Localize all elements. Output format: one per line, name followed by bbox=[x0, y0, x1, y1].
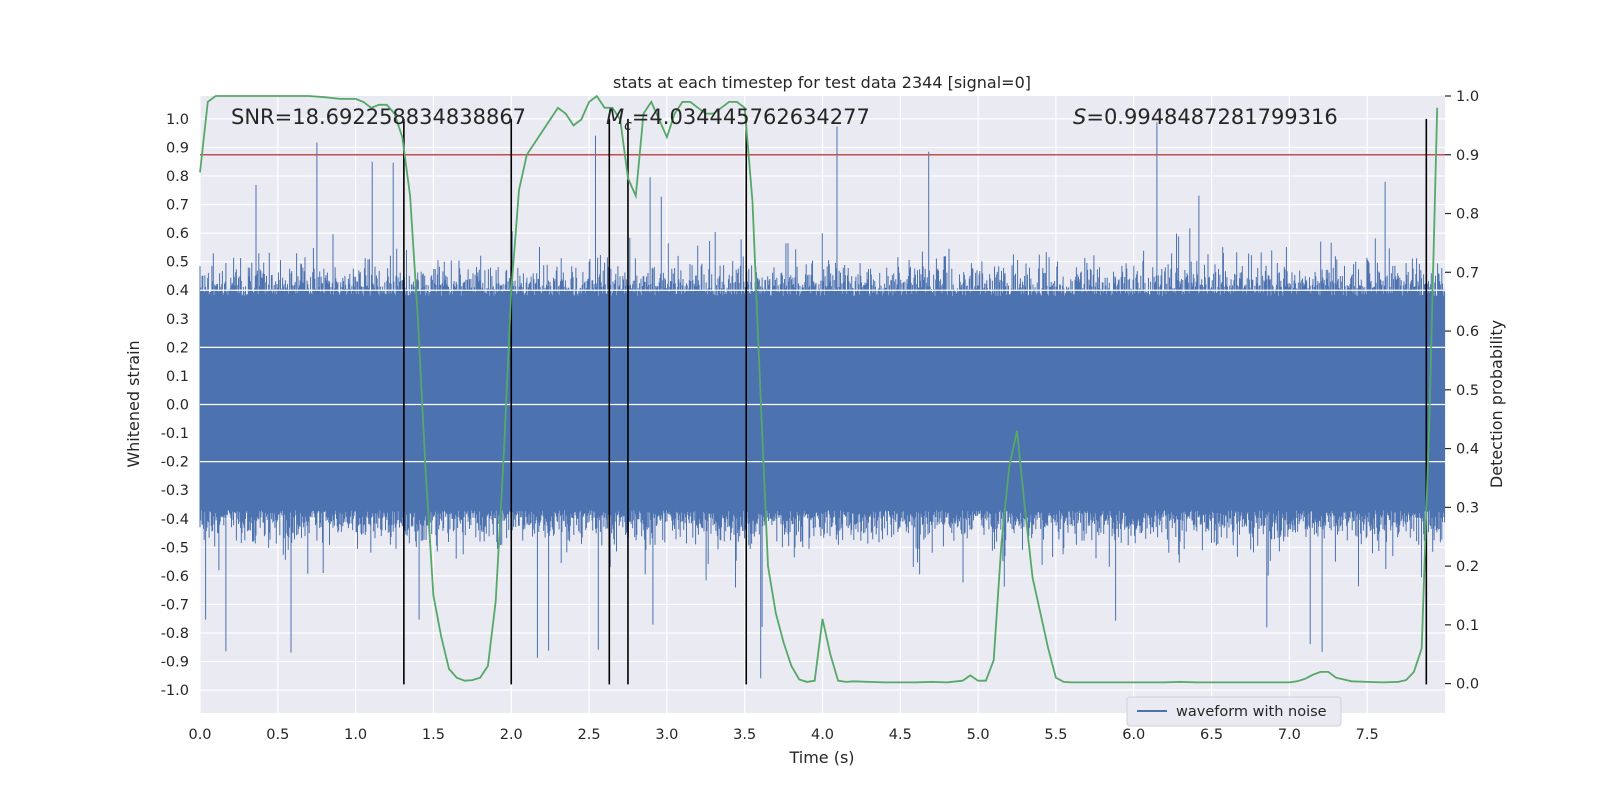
x-tick-label: 3.5 bbox=[733, 727, 756, 743]
y-tick-label: 1.0 bbox=[166, 112, 189, 128]
snr-annotation: SNR=18.692258834838867 bbox=[231, 105, 526, 129]
x-tick-label: 5.0 bbox=[967, 727, 990, 743]
x-tick-label: 7.5 bbox=[1356, 727, 1379, 743]
chart-title: stats at each timestep for test data 234… bbox=[613, 73, 1031, 92]
y-right-tick-labels: 1.0 0.9 0.8 0.7 0.6 0.5 0.4 0.3 0.2 0.1 0.0 bbox=[1445, 89, 1479, 693]
waveform-with-noise-series bbox=[199, 122, 1446, 679]
y-right-tick-label: 0.3 bbox=[1456, 500, 1479, 516]
y-right-tick-label: 0.4 bbox=[1456, 442, 1479, 458]
y-tick-label: -0.4 bbox=[161, 512, 189, 528]
x-tick-label: 2.0 bbox=[500, 727, 523, 743]
y-tick-label: -0.6 bbox=[161, 569, 189, 585]
detection-probability-line bbox=[199, 94, 1439, 684]
significance-annotation: S=0.9948487281799316 bbox=[1073, 105, 1338, 129]
y-axis-label: Whitened strain bbox=[124, 340, 143, 467]
vertical-lines bbox=[403, 118, 1428, 685]
x-tick-label: 6.5 bbox=[1200, 727, 1223, 743]
y-tick-label: -0.7 bbox=[161, 597, 189, 613]
y-right-tick-label: 1.0 bbox=[1456, 89, 1479, 105]
chirp-mass-subscript: c bbox=[624, 118, 632, 134]
x-tick-labels: 0.0 0.5 1.0 1.5 2.0 2.5 3.0 3.5 4.0 4.5 5.0 5.5 6.0 6… bbox=[188, 727, 1378, 743]
y-tick-label: -0.2 bbox=[161, 455, 189, 471]
x-tick-label: 3.0 bbox=[655, 727, 678, 743]
y-right-tick-label: 0.9 bbox=[1456, 148, 1479, 164]
x-tick-label: 0.0 bbox=[188, 727, 211, 743]
x-tick-label: 2.5 bbox=[578, 727, 601, 743]
y-tick-label: 0.1 bbox=[166, 369, 189, 385]
legend-label: waveform with noise bbox=[1176, 704, 1327, 720]
y-tick-label: -0.9 bbox=[161, 655, 189, 671]
y-tick-label: 0.8 bbox=[166, 169, 189, 185]
y-tick-label: -0.8 bbox=[161, 626, 189, 642]
chirp-mass-annotation: Mc=4.034445762634277 bbox=[606, 105, 870, 134]
x-tick-label: 1.0 bbox=[344, 727, 367, 743]
y-right-tick-label: 0.0 bbox=[1456, 677, 1479, 693]
y-right-tick-label: 0.6 bbox=[1456, 324, 1479, 340]
y-right-axis-label: Detection probability bbox=[1487, 320, 1506, 488]
y-tick-label: 0.4 bbox=[166, 283, 189, 299]
y-tick-label: 0.7 bbox=[166, 198, 189, 214]
y-right-tick-label: 0.5 bbox=[1456, 383, 1479, 399]
y-tick-label: -0.3 bbox=[161, 483, 189, 499]
y-tick-label: -1.0 bbox=[161, 683, 189, 699]
y-right-tick-label: 0.8 bbox=[1456, 207, 1479, 223]
x-tick-label: 6.0 bbox=[1122, 727, 1145, 743]
y-tick-label: 0.6 bbox=[166, 226, 189, 242]
y-tick-label: -0.5 bbox=[161, 540, 189, 556]
x-axis-label: Time (s) bbox=[788, 748, 854, 767]
y-tick-label: 0.9 bbox=[166, 140, 189, 156]
y-tick-label: 0.0 bbox=[166, 398, 189, 414]
x-tick-label: 4.5 bbox=[889, 727, 912, 743]
y-right-tick-label: 0.1 bbox=[1456, 618, 1479, 634]
x-tick-label: 0.5 bbox=[266, 727, 289, 743]
y-tick-label: -0.1 bbox=[161, 426, 189, 442]
x-tick-label: 4.0 bbox=[811, 727, 834, 743]
y-tick-label: 0.2 bbox=[166, 340, 189, 356]
y-tick-labels: 1.0 0.9 0.8 0.7 0.6 0.5 0.4 0.3 0.2 0.1 0.0 -0.1 -0.… bbox=[161, 112, 189, 699]
chirp-mass-symbol: M bbox=[606, 105, 624, 129]
legend-box bbox=[1126, 696, 1342, 727]
x-tick-label: 1.5 bbox=[422, 727, 445, 743]
chirp-mass-value: =4.034445762634277 bbox=[632, 105, 870, 129]
y-right-tick-label: 0.2 bbox=[1456, 559, 1479, 575]
significance-symbol: S bbox=[1073, 105, 1086, 129]
y-right-tick-label: 0.7 bbox=[1456, 265, 1479, 281]
x-tick-label: 5.5 bbox=[1044, 727, 1067, 743]
y-tick-label: 0.3 bbox=[166, 312, 189, 328]
y-tick-label: 0.5 bbox=[166, 255, 189, 271]
significance-value: =0.9948487281799316 bbox=[1086, 105, 1337, 129]
x-tick-label: 7.0 bbox=[1278, 727, 1301, 743]
legend: waveform with noise bbox=[1126, 696, 1342, 727]
